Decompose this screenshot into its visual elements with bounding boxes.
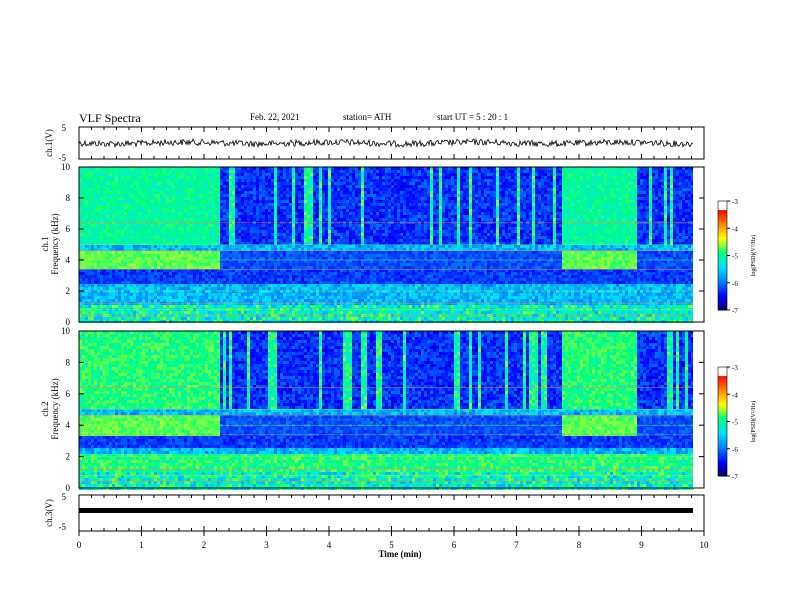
colorbar-label: log(PSD)(V²/Hz) — [750, 235, 757, 276]
xtick-label: 6 — [452, 540, 457, 550]
xtick-label: 2 — [202, 540, 207, 550]
xtick-label: 3 — [264, 540, 269, 550]
ytick-label: 4 — [66, 420, 71, 430]
ch3-waveform-line — [79, 508, 693, 513]
colorbar-tick-label: -6 — [732, 446, 738, 454]
ch1-waveform-panel: 5 -5 ch.1(V) — [44, 123, 704, 163]
colorbar-label: log(PSD)(V²/Hz) — [750, 401, 757, 442]
ytick-label: 2 — [66, 286, 71, 296]
ytick-label: 6 — [66, 224, 71, 234]
ch1-spectrogram-image — [79, 167, 704, 323]
xtick-label: 10 — [700, 540, 710, 550]
ch3-waveform-panel: 5 -5 ch.3(V) — [44, 492, 704, 532]
colorbar-tick-label: -4 — [732, 391, 738, 399]
ch2-spectrogram-ylabel-frequency: Frequency (kHz) — [50, 378, 60, 439]
ytick-label: 10 — [61, 326, 71, 336]
ch2-spectrogram-panel: 0 2 4 6 8 10 ch.2 Frequency (kHz) — [40, 326, 704, 493]
colorbar-tick-label: -4 — [732, 225, 738, 233]
xtick-label: 0 — [77, 540, 82, 550]
colorbar-tick-label: -3 — [732, 364, 738, 372]
colorbar-tick-label: -5 — [732, 419, 738, 427]
colorbar-tick-label: -6 — [732, 280, 738, 288]
colorbar-tick-label: -5 — [732, 253, 738, 261]
ytick-label: 6 — [66, 389, 71, 399]
time-axis: 0 1 2 3 4 5 6 7 8 9 10 — [77, 531, 709, 550]
ch1-spectrogram-ylabel-channel: ch.1 — [40, 236, 50, 251]
xtick-label: 7 — [514, 540, 519, 550]
ch2-spectrogram-image — [79, 331, 704, 490]
ch3-ytick-bottom: -5 — [59, 522, 67, 532]
ytick-label: 2 — [66, 452, 71, 462]
x-axis-label: Time (min) — [378, 549, 421, 559]
ch1-colorbar: -3 -4 -5 -6 -7 log(PSD)(V²/Hz) — [718, 198, 757, 315]
xtick-label: 4 — [327, 540, 332, 550]
ytick-label: 0 — [66, 483, 71, 493]
colorbar-tick-label: -3 — [732, 198, 738, 206]
ch2-spectrogram-ylabel-channel: ch.2 — [40, 401, 50, 416]
xtick-label: 1 — [139, 540, 144, 550]
ytick-label: 8 — [66, 357, 71, 367]
ch1-ytick-top: 5 — [62, 123, 67, 133]
colorbar-tick-label: -7 — [732, 307, 738, 315]
ch3-waveform-ylabel: ch.3(V) — [44, 499, 54, 527]
ch3-ytick-top: 5 — [62, 492, 67, 502]
ch1-spectrogram-ylabel-frequency: Frequency (kHz) — [50, 213, 60, 274]
xtick-label: 9 — [639, 540, 644, 550]
ytick-label: 10 — [61, 162, 71, 172]
xtick-label: 8 — [577, 540, 582, 550]
colorbar-tick-label: -7 — [732, 473, 738, 481]
ytick-label: 8 — [66, 193, 71, 203]
ytick-label: 4 — [66, 255, 71, 265]
ch2-colorbar: -3 -4 -5 -6 -7 log(PSD)(V²/Hz) — [718, 364, 757, 481]
ch1-waveform-ylabel: ch.1(V) — [44, 129, 54, 157]
